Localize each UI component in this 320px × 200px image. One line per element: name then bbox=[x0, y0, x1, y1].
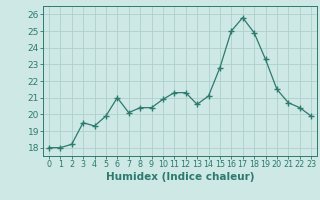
X-axis label: Humidex (Indice chaleur): Humidex (Indice chaleur) bbox=[106, 172, 254, 182]
